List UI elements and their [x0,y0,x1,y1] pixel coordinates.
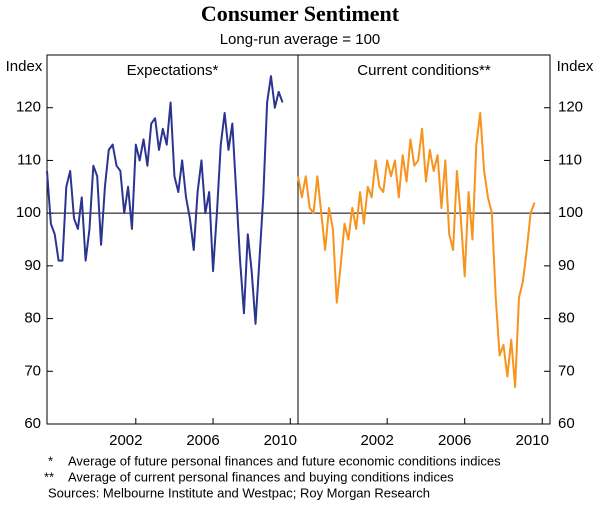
y-tick-label: 90 [24,257,41,274]
y-axis-label: Index [6,58,43,75]
y-tick-label: 110 [558,151,582,168]
plot-frame [297,54,551,425]
y-tick-label: 100 [558,204,583,221]
note-text: Average of future personal finances and … [68,453,501,468]
x-tick-label: 2006 [438,432,471,449]
y-tick-label: 120 [16,99,41,116]
note-marker: ** [44,469,54,484]
y-tick-label: 120 [558,99,583,116]
panel-title: Expectations* [127,62,219,79]
data-line [297,111,536,389]
y-tick-label: 60 [558,415,575,432]
y-tick-label: 60 [24,415,41,432]
y-tick-label: 90 [558,257,575,274]
x-tick-label: 2010 [516,432,549,449]
chart-title: Consumer Sentiment [201,1,400,26]
x-tick-label: 2002 [109,432,142,449]
note-marker: * [48,453,53,468]
y-tick-label: 100 [16,204,41,221]
source: Sources: Melbourne Institute and Westpac… [48,485,430,500]
panel-title: Current conditions** [357,62,491,79]
y-tick-label: 80 [558,310,575,327]
x-tick-label: 2006 [186,432,219,449]
note-text: Average of current personal finances and… [68,469,454,484]
y-axis-label: Index [557,58,594,75]
y-tick-label: 110 [17,151,41,168]
y-tick-label: 70 [558,362,575,379]
y-tick-label: 70 [24,362,41,379]
x-tick-label: 2002 [360,432,393,449]
data-line [46,75,284,325]
x-tick-label: 2010 [264,432,297,449]
y-tick-label: 80 [24,310,41,327]
chart-subtitle: Long-run average = 100 [220,31,381,48]
